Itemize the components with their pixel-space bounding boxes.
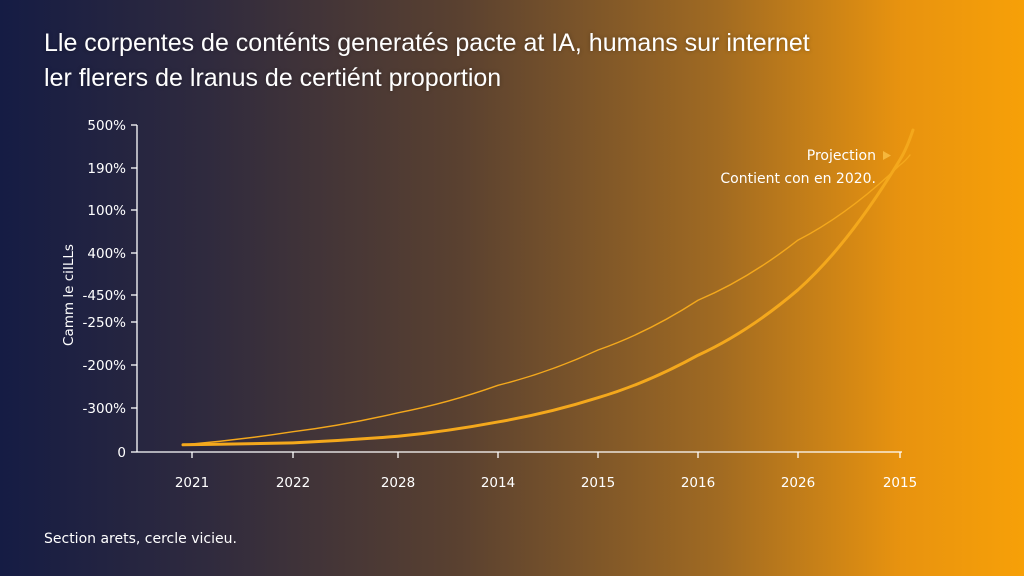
x-tick-label: 2022	[276, 475, 310, 491]
y-tick-label: -450%	[83, 288, 127, 304]
footer-note: Section arets, cercle vicieu.	[44, 531, 237, 547]
x-tick-label: 2026	[781, 475, 815, 491]
x-tick-label: 2028	[381, 475, 415, 491]
title-line-1: Lle corpentes de conténts generatés pact…	[44, 29, 810, 57]
annotation-arrow-icon	[883, 151, 891, 160]
annotation-projection: Projection	[807, 148, 876, 164]
x-tick-label: 2014	[481, 475, 515, 491]
chart-title: Lle corpentes de conténts generatés pact…	[44, 26, 810, 96]
annotation-content: Contient con en 2020.	[720, 171, 876, 187]
y-tick-label: 100%	[87, 203, 126, 219]
x-tick-label: 2015	[581, 475, 615, 491]
y-tick-label: 500%	[87, 118, 126, 134]
y-axis-label: Camm le ciILLs	[61, 244, 77, 346]
x-tick-label: 2015	[883, 475, 917, 491]
y-tick-label: 0	[117, 445, 126, 461]
title-line-2: ler flerers de lranus de certiént propor…	[44, 64, 502, 92]
y-tick-label: -300%	[83, 401, 127, 417]
series-line-1	[182, 154, 911, 446]
y-tick-label: -200%	[83, 358, 127, 374]
x-tick-label: 2016	[681, 475, 715, 491]
series-line-2	[181, 128, 915, 447]
y-tick-label: -250%	[83, 315, 127, 331]
y-tick-label: 400%	[87, 246, 126, 262]
y-tick-label: 190%	[87, 161, 126, 177]
x-tick-label: 2021	[175, 475, 209, 491]
